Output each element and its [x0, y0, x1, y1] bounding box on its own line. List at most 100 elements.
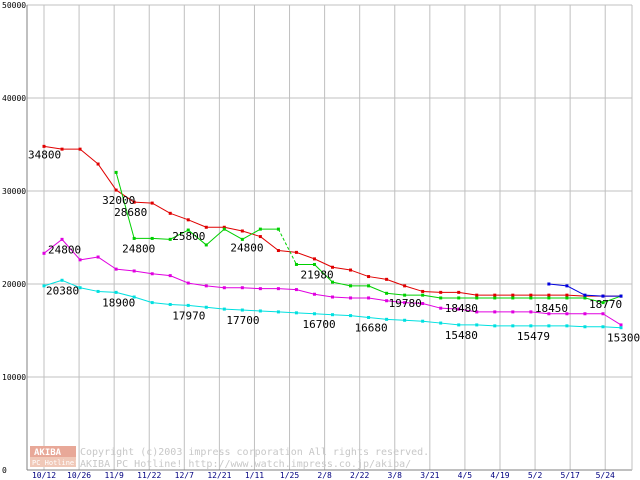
series-green-point — [385, 291, 389, 295]
series-red-segment — [170, 212, 189, 221]
series-green-point — [276, 227, 280, 231]
series-magenta-point — [78, 258, 82, 262]
series-cyan-point — [601, 325, 605, 329]
series-magenta-segment — [152, 273, 171, 277]
data-label: 20380 — [46, 284, 79, 297]
series-red-point — [186, 218, 190, 222]
series-cyan-point — [240, 308, 244, 312]
series-magenta-segment — [206, 285, 225, 289]
series-cyan-point — [132, 295, 136, 299]
series-green-point — [150, 236, 154, 240]
x-tick-label: 4/5 — [458, 471, 473, 480]
series-cyan-segment — [134, 296, 153, 304]
series-magenta-point — [42, 251, 46, 255]
series-red-point — [331, 265, 334, 269]
x-tick-label: 4/19 — [490, 471, 509, 480]
series-magenta-point — [150, 272, 154, 276]
series-magenta-segment — [79, 256, 99, 261]
series-magenta-segment — [404, 302, 423, 305]
series-cyan-segment — [296, 312, 315, 315]
series-cyan-point — [583, 325, 587, 329]
series-green-point — [168, 237, 172, 241]
series-blue — [547, 282, 623, 298]
series-green-point — [565, 296, 569, 300]
grid — [27, 4, 632, 471]
series-cyan-point — [367, 315, 371, 319]
series-green-segment — [314, 264, 333, 283]
series-magenta-point — [385, 299, 389, 303]
series-green-point — [258, 227, 262, 231]
series-red-point — [168, 211, 172, 215]
series-cyan-point — [60, 278, 64, 282]
data-label: 24800 — [48, 243, 81, 256]
x-tick-label: 11/22 — [137, 471, 161, 480]
series-magenta-point — [204, 284, 208, 288]
series-red-point — [240, 229, 244, 233]
series-cyan-point — [168, 302, 172, 306]
x-tick-label: 1/11 — [245, 471, 264, 480]
series-green-point — [204, 243, 208, 247]
data-label: 16700 — [302, 318, 335, 331]
series-green-segment — [115, 172, 135, 239]
series-magenta-point — [186, 281, 190, 285]
series-magenta-point — [240, 286, 244, 290]
series-blue-point — [619, 294, 623, 298]
series-magenta-point — [529, 310, 533, 314]
series-red-point — [222, 225, 226, 229]
series-magenta-point — [276, 287, 280, 291]
series-cyan-segment — [440, 322, 459, 326]
series-red-segment — [422, 290, 441, 293]
series-red-point — [42, 144, 46, 148]
series-red-segment — [296, 251, 315, 260]
series-blue-point — [583, 293, 587, 297]
data-label: 28680 — [114, 206, 147, 219]
series-cyan-point — [331, 313, 334, 317]
series-cyan-segment — [188, 304, 207, 308]
x-tick-label: 3/8 — [388, 471, 403, 480]
series-cyan-segment — [476, 324, 495, 327]
series-cyan-segment — [43, 279, 63, 287]
series-red — [42, 144, 623, 298]
series-cyan-point — [421, 319, 425, 323]
x-tick-label: 2/22 — [350, 471, 369, 480]
series-cyan-point — [565, 324, 569, 328]
logo-top-text: AKIBA — [34, 448, 62, 458]
data-label: 25800 — [172, 230, 205, 243]
x-tick-label: 5/2 — [528, 471, 543, 480]
data-label: 15480 — [445, 329, 478, 342]
series-magenta-point — [222, 286, 226, 290]
data-label: 32000 — [102, 194, 135, 207]
series-cyan-segment — [170, 303, 189, 306]
series-cyan-point — [42, 284, 46, 288]
footer-watermark: AKIBA PC Hotline! Copyright (c)2003 impr… — [30, 446, 429, 470]
series-red-point — [60, 147, 64, 151]
series-magenta-segment — [43, 238, 63, 254]
series-red-point — [565, 293, 569, 297]
series-magenta-segment — [134, 270, 153, 275]
x-tick-label: 5/24 — [596, 471, 615, 480]
data-label: 18480 — [445, 302, 478, 315]
series-blue-point — [547, 282, 551, 286]
series-magenta-segment — [386, 300, 405, 304]
series-green-point — [583, 296, 587, 300]
series-cyan-point — [493, 324, 497, 328]
series-cyan-segment — [314, 313, 333, 316]
series-green — [114, 170, 623, 305]
series-red-segment — [188, 219, 207, 228]
series-green-segment — [187, 229, 207, 246]
series-magenta-segment — [116, 268, 135, 272]
series-magenta-point — [403, 301, 407, 305]
x-tick-label: 1/25 — [280, 471, 299, 480]
series-green-point — [294, 262, 298, 266]
series-cyan-point — [258, 309, 262, 313]
series-red-segment — [115, 189, 135, 203]
series-green-segment — [584, 297, 604, 304]
x-tick-label: 10/12 — [32, 471, 56, 480]
data-label: 15300 — [607, 332, 640, 345]
series-magenta-point — [475, 310, 479, 314]
series-green-point — [331, 280, 334, 284]
series-magenta-point — [331, 295, 334, 299]
series-green-point — [312, 262, 316, 266]
series-cyan-segment — [386, 318, 405, 321]
series-cyan-point — [529, 324, 533, 328]
